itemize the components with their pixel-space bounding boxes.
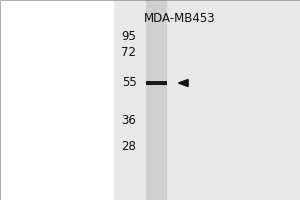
Bar: [146, 81, 167, 85]
Text: MDA-MB453: MDA-MB453: [144, 12, 216, 25]
Polygon shape: [178, 79, 188, 87]
Text: 95: 95: [122, 29, 136, 43]
Bar: [146, 0, 167, 200]
Bar: [0, 0, 114, 200]
Text: 28: 28: [122, 140, 136, 152]
Text: 36: 36: [122, 114, 136, 127]
Text: 55: 55: [122, 76, 136, 90]
Bar: [114, 0, 300, 200]
Text: 72: 72: [122, 46, 136, 58]
